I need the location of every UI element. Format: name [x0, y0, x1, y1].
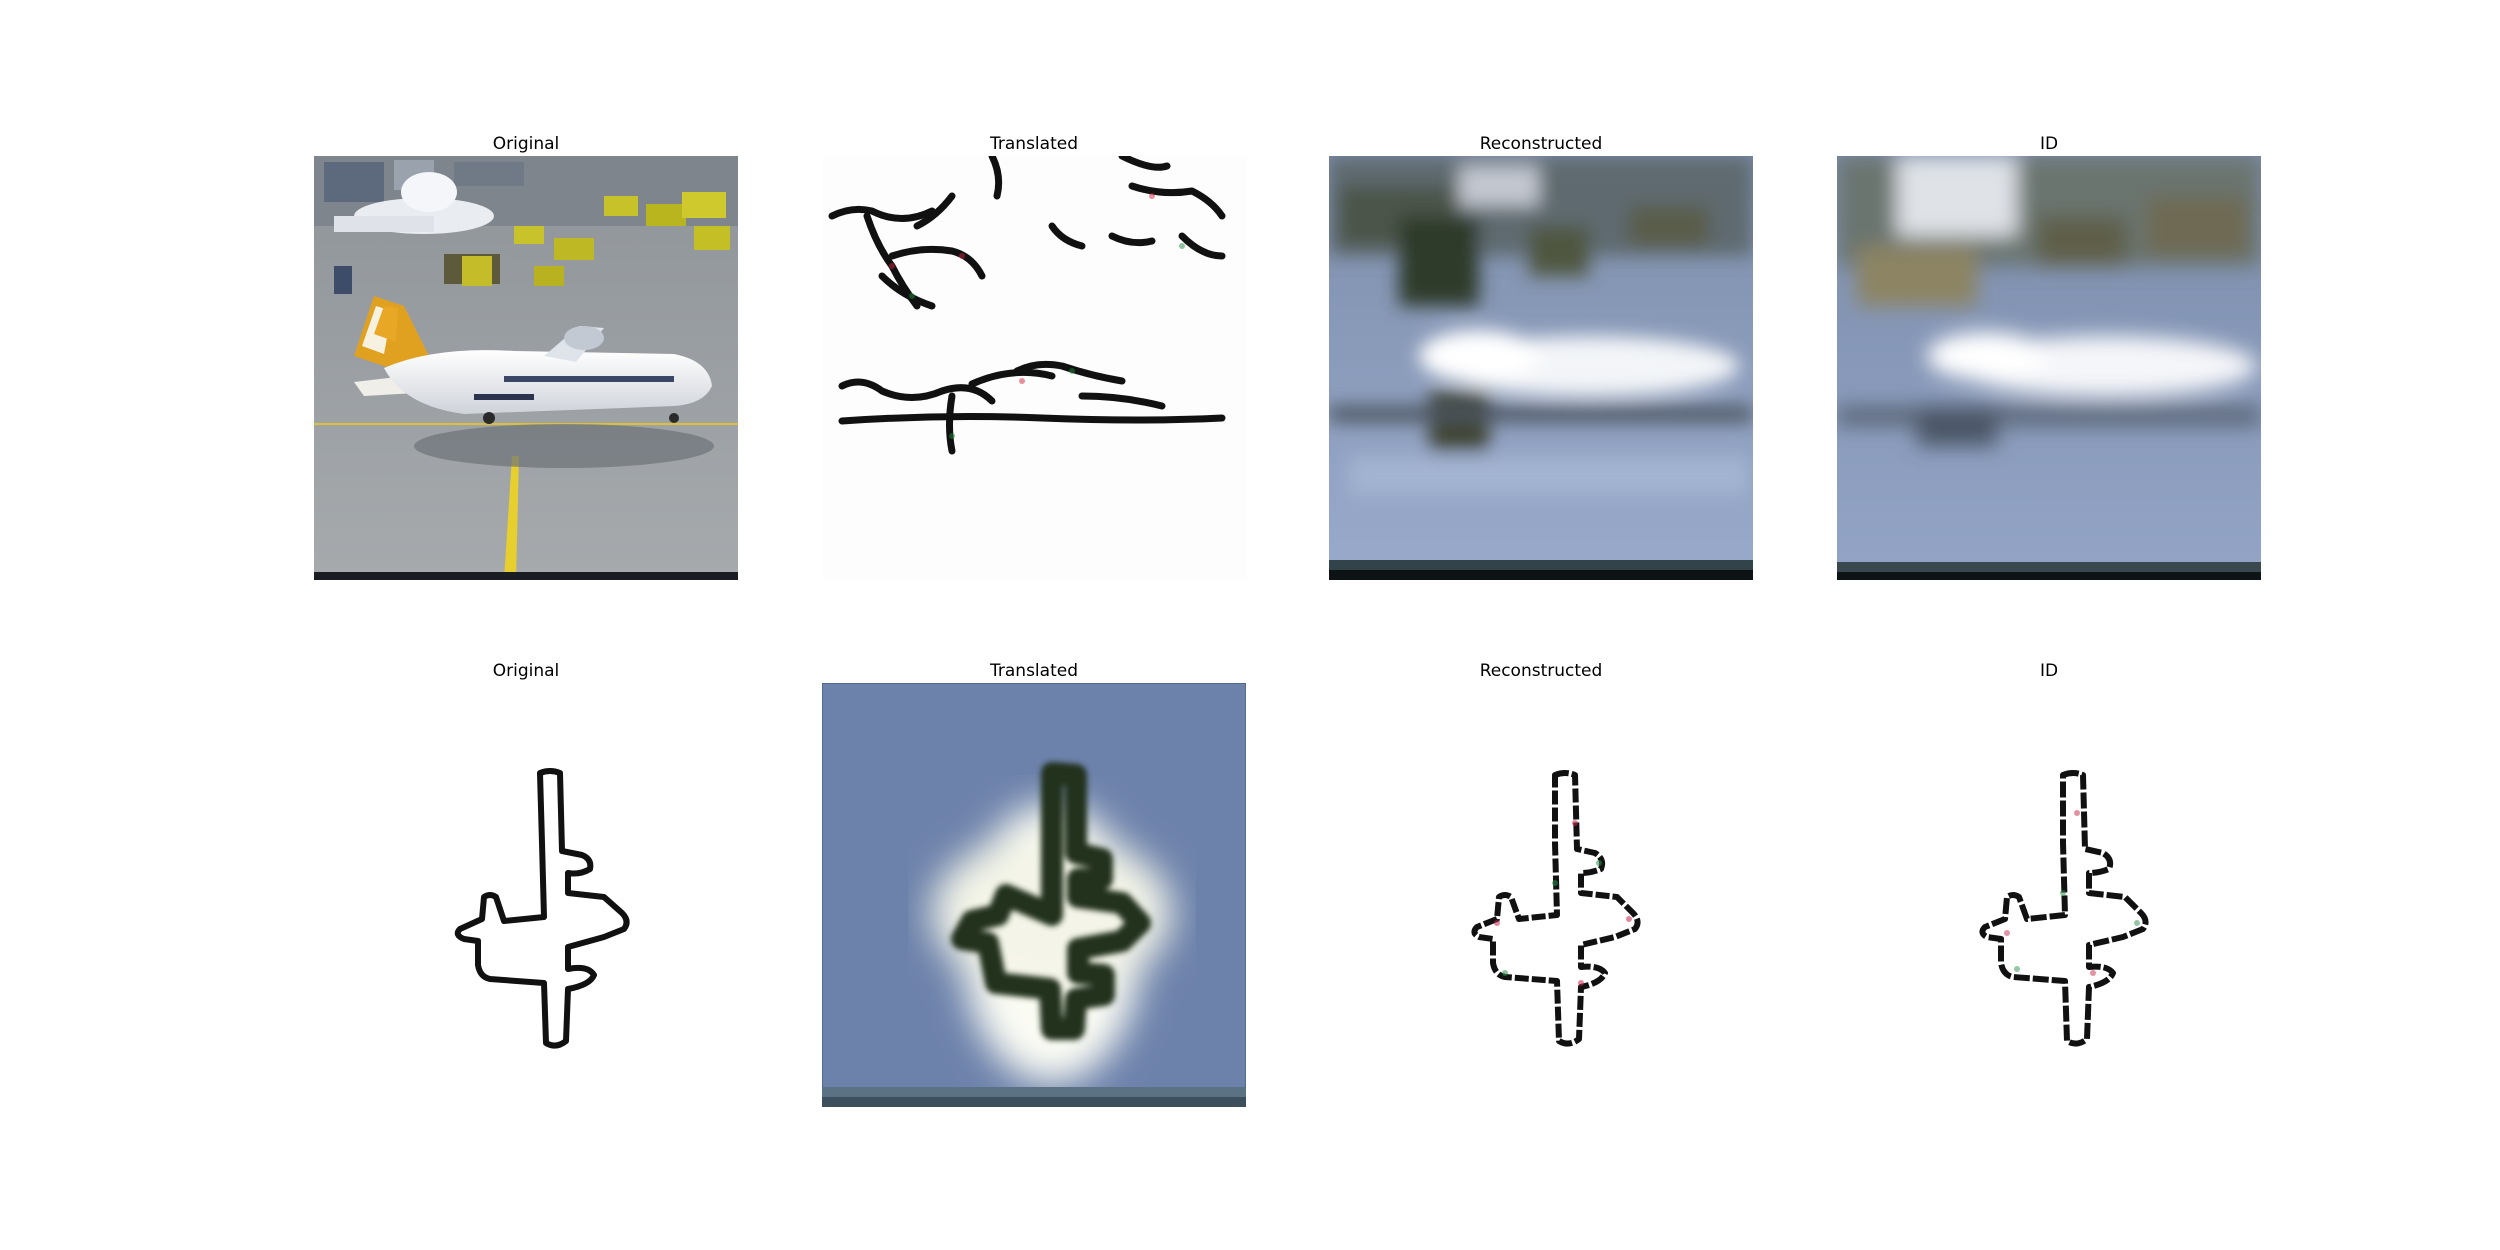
panel-title: Original: [492, 661, 560, 681]
reconstructed-plane-sketch: [1329, 683, 1753, 1107]
reconstructed-photo: [1329, 156, 1753, 580]
panel-title: Reconstructed: [1479, 134, 1603, 154]
panel-title: ID: [2039, 661, 2059, 681]
panel-title: Translated: [990, 661, 1078, 681]
panel-title: Reconstructed: [1479, 661, 1603, 681]
airplane-photo: [314, 156, 738, 580]
identity-plane-sketch: [1837, 683, 2261, 1107]
panel-title: Original: [492, 134, 560, 154]
panel-title: ID: [2039, 134, 2059, 154]
identity-photo: [1837, 156, 2261, 580]
panel-title: Translated: [990, 134, 1078, 154]
plane-outline-sketch: [314, 683, 738, 1107]
translated-sketch-image: [822, 156, 1246, 580]
translated-plane-photo: [822, 683, 1246, 1107]
